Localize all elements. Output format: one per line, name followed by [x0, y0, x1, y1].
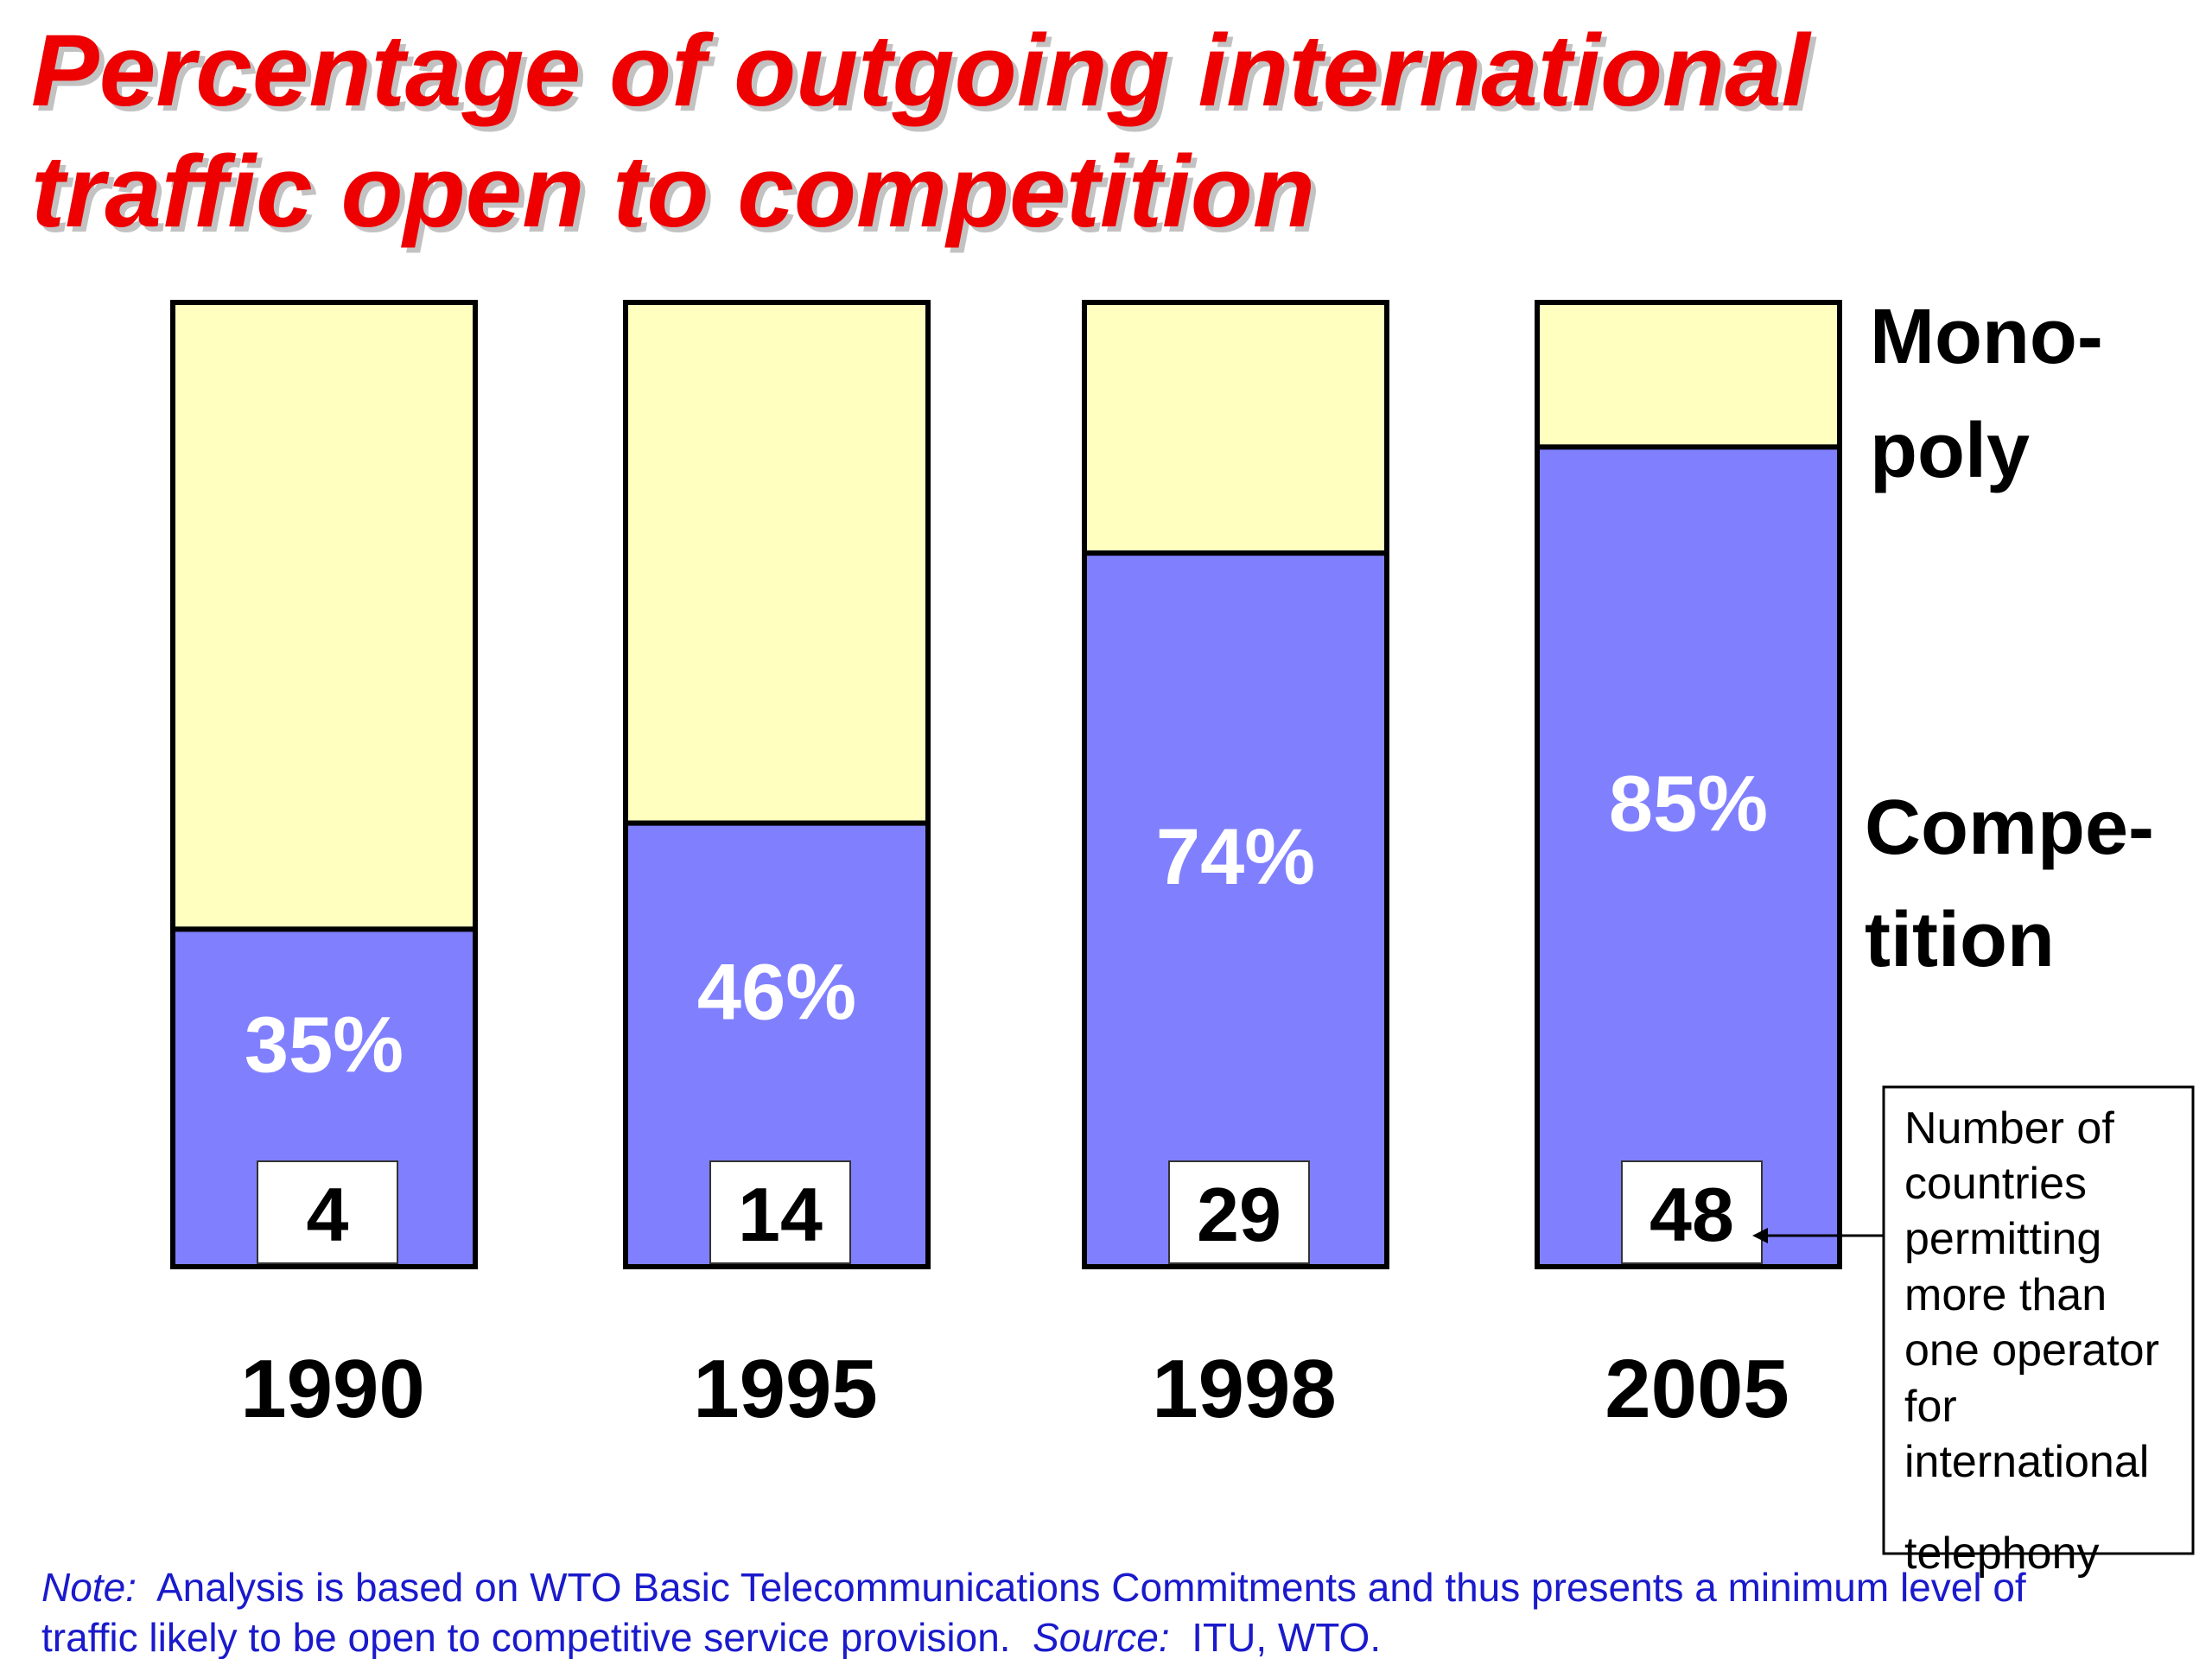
bar-percent-label: 35%	[245, 1001, 404, 1090]
bar-percent-label: 85%	[1609, 760, 1768, 849]
country-count-label: 48	[1649, 1172, 1734, 1257]
x-tick-label: 2005	[1605, 1343, 1789, 1435]
chart-title-line: traffic open to competition	[31, 135, 1315, 249]
bar-monopoly-segment	[1535, 300, 1842, 450]
bar-monopoly-segment	[623, 300, 931, 826]
callout-text-line: Number of	[1904, 1103, 2114, 1154]
footnote-line: traffic likely to be open to competitive…	[41, 1615, 1381, 1659]
x-tick-label: 1990	[240, 1343, 425, 1435]
country-count-label: 4	[307, 1172, 349, 1257]
bar-percent-label: 74%	[1156, 813, 1315, 901]
footnote-span: ITU, WTO.	[1170, 1615, 1381, 1659]
callout-text-line: telephony	[1904, 1529, 2100, 1579]
x-tick-label: 1998	[1152, 1343, 1337, 1435]
country-count-box	[1621, 1160, 1763, 1264]
bar-competition-segment	[1535, 444, 1842, 1269]
callout-text-line: one operator	[1904, 1325, 2159, 1376]
x-tick-label: 1995	[693, 1343, 878, 1435]
bar-percent-label: 46%	[697, 948, 856, 1036]
callout-box	[1882, 1085, 2195, 1555]
bar-monopoly-segment	[170, 300, 478, 932]
legend: Mono-poly Compe-tition	[1865, 294, 2154, 983]
callout-text-line: for	[1904, 1382, 1957, 1432]
bar-monopoly-segment	[1082, 300, 1389, 556]
country-count-box	[709, 1160, 851, 1264]
footnote-italic-span: Note:	[41, 1565, 137, 1610]
callout-text-line: countries	[1904, 1159, 2087, 1209]
legend-monopoly-label: poly	[1870, 408, 2030, 494]
chart-title: Percentage of outgoing internationalPerc…	[31, 14, 1817, 254]
chart-title-shadow-line: Percentage of outgoing international	[36, 19, 1817, 133]
legend-monopoly-label: Mono-	[1870, 294, 2103, 380]
country-count-label: 29	[1197, 1172, 1281, 1257]
footnote-italic-span: Source:	[1033, 1615, 1170, 1659]
bar-competition-segment	[1082, 550, 1389, 1269]
callout-text-line: international	[1904, 1437, 2149, 1487]
country-count-box	[1168, 1160, 1310, 1264]
legend-competition-label: tition	[1865, 897, 2055, 983]
footnote-span: traffic likely to be open to competitive…	[41, 1615, 1033, 1659]
callout-arrowhead	[1752, 1228, 1768, 1243]
country-count-box	[257, 1160, 398, 1264]
footnote-span: Analysis is based on WTO Basic Telecommu…	[137, 1565, 2026, 1610]
footnote: Note: Analysis is based on WTO Basic Tel…	[41, 1565, 2026, 1659]
legend-competition-label: Compe-	[1865, 785, 2154, 871]
callout-text-line: more than	[1904, 1270, 2107, 1320]
chart-title-shadow-line: traffic open to competition	[36, 140, 1320, 254]
country-count-label: 14	[738, 1172, 823, 1257]
callout-text-line: permitting	[1904, 1214, 2101, 1264]
bars: 35% 4 1990 46% 14 1995 74% 29 1998 85% 48 2005	[170, 300, 1842, 1435]
chart-title-line: Percentage of outgoing international	[31, 14, 1812, 128]
footnote-line: Note: Analysis is based on WTO Basic Tel…	[41, 1565, 2026, 1610]
